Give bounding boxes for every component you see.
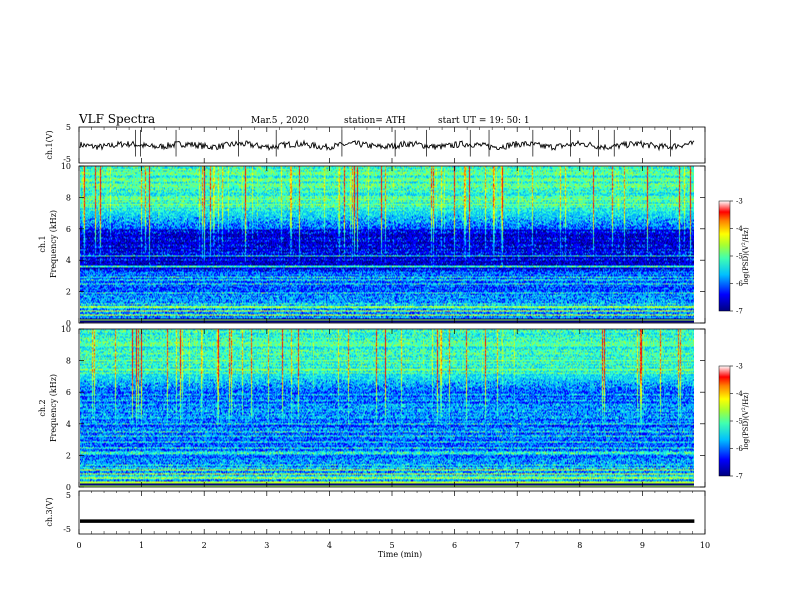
freq-tick-label: 6: [66, 388, 71, 397]
freq-tick-label: 2: [66, 451, 71, 460]
spectrogram-raster: [80, 329, 694, 487]
time-axis-tick-label: 8: [577, 541, 582, 550]
time-axis: 0 1 2 3 4 5 6 7 8 9 10: [76, 127, 710, 550]
colorbar-ch2-label: log(PSD)(V2/Hz): [741, 392, 750, 450]
panel-ch3-waveform: 5 -5 ch.3(V): [45, 490, 706, 535]
colorbar-ch2-ticks: -3 -4 -5 -6 -7: [730, 363, 743, 481]
time-axis-tick-label: 5: [389, 541, 394, 550]
freq-tick-label: 0: [66, 319, 71, 328]
colorbar-tick-label: -3: [736, 198, 743, 206]
colorbar-ch2: -3 -4 -5 -6 -7 log(PSD)(V2/Hz): [718, 363, 750, 481]
time-axis-tick-label: 7: [515, 541, 520, 550]
freq-tick-label: 8: [66, 193, 71, 202]
time-axis-tick-label: 9: [640, 541, 645, 550]
freq-tick-label: 8: [66, 357, 71, 366]
colorbar-ch1-label: log(PSD)(V2/Hz): [741, 227, 750, 285]
colorbar-ch1: -3 -4 -5 -6 -7 log(PSD)(V2/Hz): [718, 198, 750, 316]
date-label: Mar.5 , 2020: [251, 116, 309, 126]
freq-tick-label: 2: [66, 288, 71, 297]
colorbar-tick-label: -6: [736, 445, 743, 453]
ch2-spec-ylabel-frequency: Frequency (kHz): [49, 374, 58, 442]
time-axis-tick-label: 1: [139, 541, 144, 550]
ch2-spectrogram-image: [80, 329, 694, 487]
colorbar-tick-label: -7: [736, 473, 743, 481]
colorbar-ch2-gradient: [718, 365, 731, 477]
colorbar-tick-label: -5: [736, 418, 743, 426]
colorbar-tick-label: -7: [736, 308, 743, 316]
ch1-ytick-bottom: -5: [63, 155, 71, 164]
station-label: station= ATH: [344, 116, 406, 126]
ch3-ytick-top: 5: [66, 491, 71, 500]
ch2-spec-ylabel-channel: ch.2: [38, 399, 47, 416]
ch1-waveform-ylabel: ch.1(V): [45, 130, 54, 159]
freq-tick-label: 10: [61, 325, 71, 334]
time-axis-tick-label: 10: [700, 541, 710, 550]
ch3-ytick-bottom: -5: [63, 525, 71, 534]
panel-ch2-spectrogram: 0 2 4 6 8 10 ch.2 Frequency (kHz): [38, 325, 706, 492]
start-time-label: start UT = 19: 50: 1: [438, 116, 530, 126]
ch1-spectrogram-image: [80, 166, 694, 323]
colorbar-ch1-ticks: -3 -4 -5 -6 -7: [730, 198, 743, 316]
freq-tick-label: 10: [61, 162, 71, 171]
time-axis-tick-label: 6: [452, 541, 457, 550]
ch1-spectrogram-yticks: 0 2 4 6 8 10: [61, 162, 705, 328]
time-axis-tick-label: 2: [202, 541, 207, 550]
colorbar-tick-label: -5: [736, 253, 743, 261]
ch2-spectrogram-yticks: 0 2 4 6 8 10: [61, 325, 705, 492]
freq-tick-label: 4: [66, 256, 71, 265]
ch1-spec-ylabel-channel: ch.1: [38, 235, 47, 252]
colorbar-tick-label: -4: [736, 225, 743, 233]
time-axis-label: Time (min): [378, 550, 422, 559]
figure-title: VLF Spectra: [78, 112, 155, 126]
spectrogram-raster: [80, 166, 694, 323]
freq-tick-label: 4: [66, 420, 71, 429]
freq-tick-label: 6: [66, 225, 71, 234]
time-axis-tick-label: 3: [264, 541, 269, 550]
freq-tick-label: 0: [66, 483, 71, 492]
ch1-spec-ylabel-frequency: Frequency (kHz): [49, 210, 58, 278]
colorbar-ch1-gradient: [718, 200, 731, 312]
ch1-waveform-trace: [79, 129, 695, 157]
panel-ch1-spectrogram: 0 2 4 6 8 10 ch.1 Frequency (kHz): [38, 162, 706, 328]
ch1-trace-line: [79, 139, 695, 152]
colorbar-tick-label: -3: [736, 363, 743, 371]
panel-ch1-waveform: 5 -5 ch.1(V): [45, 123, 706, 164]
colorbar-tick-label: -6: [736, 280, 743, 288]
colorbar-tick-label: -4: [736, 390, 743, 398]
time-axis-tick-label: 4: [327, 541, 332, 550]
time-axis-tick-label: 0: [76, 541, 81, 550]
ch1-ytick-top: 5: [66, 123, 71, 132]
ch3-waveform-ylabel: ch.3(V): [45, 497, 54, 526]
